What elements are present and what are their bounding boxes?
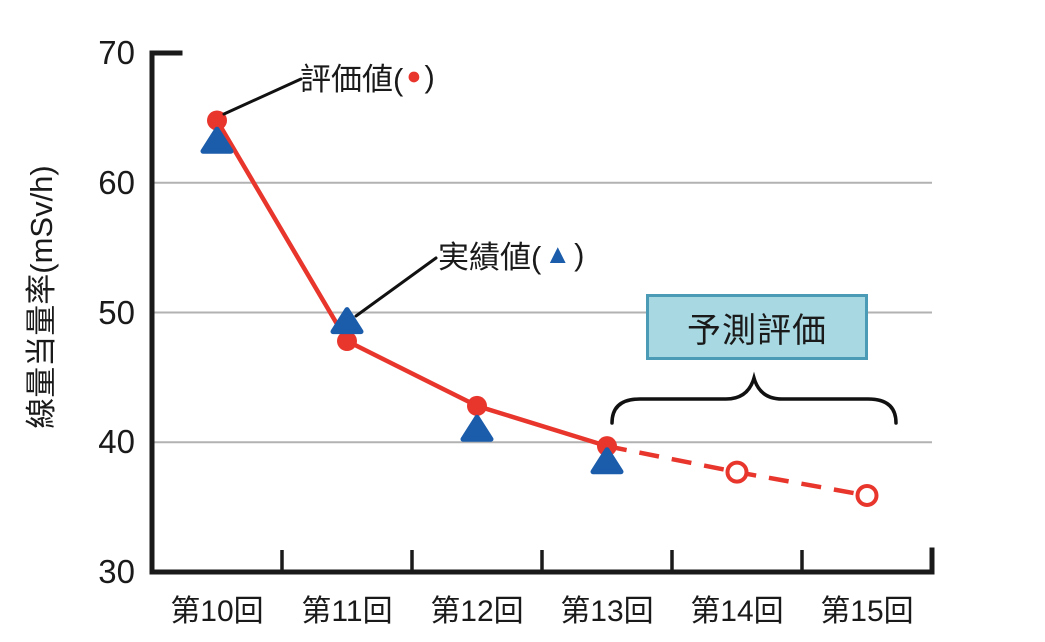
x-tick-label-3: 第12回 <box>430 595 524 628</box>
axes <box>149 50 935 575</box>
x-tick-label-5: 第14回 <box>690 595 784 628</box>
circle-marker-評価値 <box>597 436 617 457</box>
circle-marker-評価値 <box>337 331 357 352</box>
prediction-brace <box>610 371 898 425</box>
triangle-marker-実績値 <box>330 307 364 335</box>
triangle-marker-実績値 <box>200 126 234 154</box>
axis-frame <box>149 50 935 575</box>
prediction-box: 予測評価 <box>646 294 868 360</box>
actual-triangle-icon: ▲ <box>544 239 572 269</box>
actual-callout-line <box>354 256 438 318</box>
annotations-layer <box>222 77 898 425</box>
legend-eval-text: 評価値( <box>300 62 404 97</box>
x-tick-label-2: 第11回 <box>301 595 393 628</box>
legend-eval-label: 評価値( ● ) <box>300 54 435 99</box>
legend-eval-paren: ) <box>424 58 435 94</box>
x-tick-label-6: 第15回 <box>820 595 914 628</box>
data-series <box>200 110 879 507</box>
y-tick-label-70: 70 <box>98 34 135 71</box>
x-tick-label-4: 第13回 <box>560 595 654 628</box>
open-circle-marker-評価値 <box>725 460 749 484</box>
circle-marker-評価値 <box>207 110 227 131</box>
open-circle-marker-評価値 <box>855 483 879 507</box>
circle-marker-評価値 <box>467 395 487 416</box>
y-tick-label-50: 50 <box>98 293 135 331</box>
legend-actual-label: 実績値( ▲ ) <box>438 232 584 277</box>
legend-actual-paren: ) <box>574 236 585 272</box>
triangle-marker-実績値 <box>460 414 494 442</box>
eval-circle-icon: ● <box>406 62 422 90</box>
legend-actual-text: 実績値( <box>438 240 542 275</box>
y-tick-label-60: 60 <box>98 163 135 201</box>
line-評価値 <box>214 118 610 449</box>
triangle-marker-実績値 <box>590 447 624 475</box>
prediction-box-label: 予測評価 <box>687 311 827 350</box>
eval-callout-line <box>222 77 303 116</box>
y-tick-label-30: 30 <box>98 553 135 590</box>
y-tick-label-40: 40 <box>98 423 135 461</box>
x-tick-label-1: 第10回 <box>170 595 264 628</box>
